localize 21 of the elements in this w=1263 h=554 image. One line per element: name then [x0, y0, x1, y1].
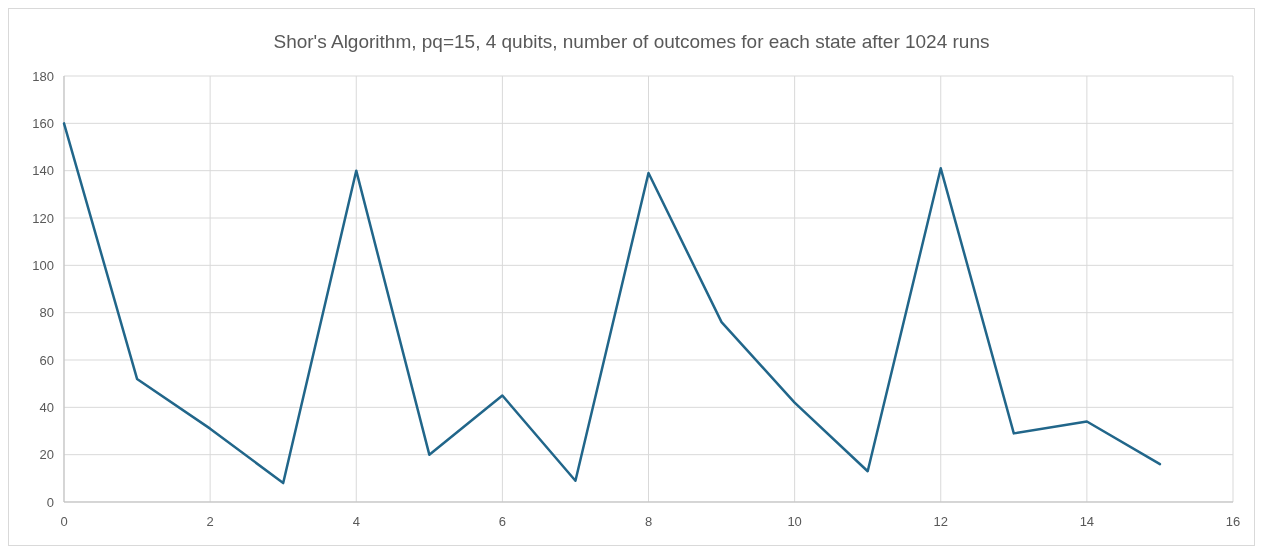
y-tick-label: 60: [39, 352, 54, 368]
y-tick-label: 180: [32, 68, 54, 84]
line-series: [62, 122, 1162, 485]
y-tick-label: 140: [32, 163, 54, 179]
x-tick-label: 16: [1225, 514, 1241, 529]
x-tick-label: 4: [352, 514, 360, 529]
y-tick-label: 20: [39, 447, 54, 463]
x-tick-label: 0: [60, 514, 68, 529]
y-tick-label: 0: [46, 494, 54, 510]
y-tick-label: 160: [32, 115, 54, 131]
x-tick-label: 2: [206, 514, 214, 529]
y-tick-label: 40: [39, 399, 54, 415]
y-tick-label: 80: [39, 305, 54, 321]
x-tick-label: 12: [933, 514, 948, 529]
x-tick-label: 10: [787, 514, 802, 529]
x-tick-label: 8: [644, 514, 653, 529]
x-tick-label: 6: [498, 514, 506, 529]
y-tick-label: 120: [32, 210, 54, 226]
x-tick-label: 14: [1079, 514, 1095, 529]
chart-title: Shor's Algorithm, pq=15, 4 qubits, number of outcomes for each state after 1024 runs: [273, 31, 990, 52]
y-tick-label: 100: [32, 257, 54, 273]
